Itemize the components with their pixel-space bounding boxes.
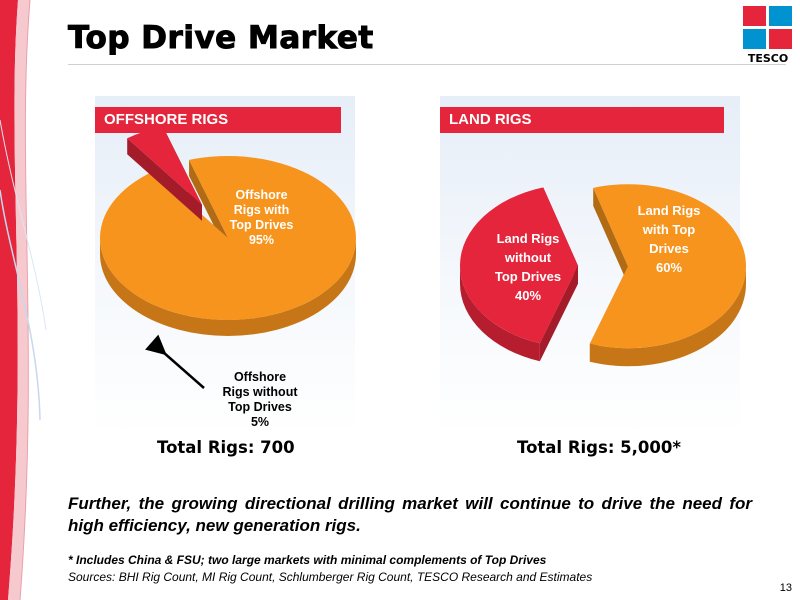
slide-title: Top Drive Market — [68, 20, 374, 57]
label-line: Rigs without — [222, 385, 298, 399]
land-without-top-drives-label: Land Rigs without Top Drives 40% — [483, 229, 573, 305]
label-line: Offshore — [235, 188, 288, 202]
label-line: Offshore — [233, 370, 287, 384]
offshore-with-top-drives-label: Offshore Rigs with Top Drives 95% — [214, 188, 309, 248]
body-statement: Further, the growing directional drillin… — [68, 494, 752, 535]
slice-wall — [539, 265, 579, 362]
tesco-logo: TESCO — [743, 6, 793, 66]
label-value: 40% — [514, 288, 542, 303]
offshore-without-top-drives-label: Offshore Rigs without Top Drives 5% — [200, 370, 320, 430]
land-total-rigs: Total Rigs: 5,000* — [517, 438, 681, 457]
slice-top — [589, 184, 746, 349]
label-line: Top Drives — [494, 269, 562, 284]
logo-wordmark: TESCO — [747, 52, 789, 65]
pie-slice-1 — [127, 126, 202, 221]
label-line: Land Rigs — [496, 231, 560, 246]
logo-mark-icon — [743, 6, 793, 50]
slice-wall — [127, 138, 202, 221]
land-with-top-drives-label: Land Rigs with Top Drives 60% — [624, 201, 714, 277]
offshore-pie-chart — [100, 126, 357, 336]
slice-side — [589, 266, 746, 367]
pie-slice-0 — [100, 156, 357, 336]
slice-top — [460, 187, 579, 344]
page-number: 13 — [779, 582, 792, 594]
label-line: Top Drives — [229, 218, 294, 232]
slice-side — [460, 265, 540, 362]
offshore-total-rigs: Total Rigs: 700 — [157, 438, 295, 457]
callout-arrow — [145, 334, 205, 389]
pie-slice-1 — [460, 187, 579, 362]
slice-top — [127, 126, 202, 205]
sources-note: Sources: BHI Rig Count, MI Rig Count, Sc… — [68, 570, 593, 584]
label-value: 60% — [655, 260, 683, 275]
decorative-swoosh — [0, 0, 47, 600]
label-line: with Top — [642, 222, 696, 237]
label-value: 95% — [248, 233, 275, 247]
label-line: Top Drives — [228, 400, 292, 414]
land-pie-chart — [460, 184, 746, 367]
label-line: Land Rigs — [637, 203, 701, 218]
slice-wall — [593, 187, 628, 285]
footnote: * Includes China & FSU; two large market… — [68, 553, 547, 567]
label-line: without — [504, 250, 552, 265]
title-divider — [68, 64, 786, 65]
label-line: Rigs with — [233, 203, 290, 217]
land-rigs-heading: LAND RIGS — [440, 107, 724, 133]
pie-slice-0 — [589, 184, 746, 367]
slice-top — [100, 156, 357, 320]
slice-side — [100, 238, 356, 336]
offshore-rigs-heading: OFFSHORE RIGS — [95, 107, 341, 133]
label-value: 5% — [250, 415, 270, 429]
label-line: Drives — [649, 241, 689, 256]
